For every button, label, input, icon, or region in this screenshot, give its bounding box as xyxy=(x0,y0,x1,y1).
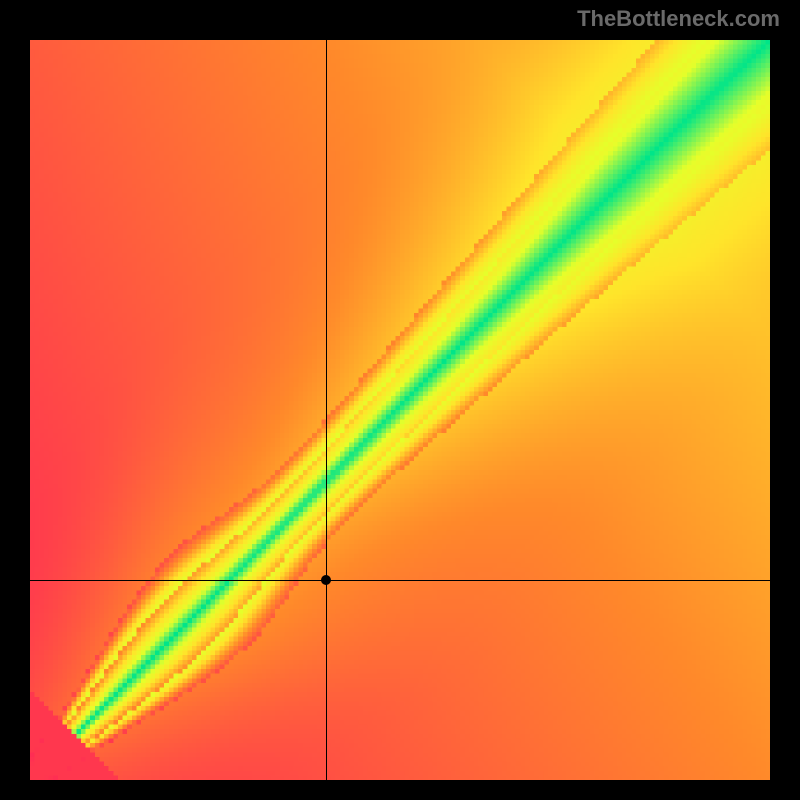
crosshair-vertical xyxy=(326,40,327,780)
crosshair-horizontal xyxy=(30,580,770,581)
watermark-text: TheBottleneck.com xyxy=(577,6,780,32)
selection-point[interactable] xyxy=(321,575,331,585)
plot-frame xyxy=(30,40,770,780)
bottleneck-heatmap xyxy=(30,40,770,780)
